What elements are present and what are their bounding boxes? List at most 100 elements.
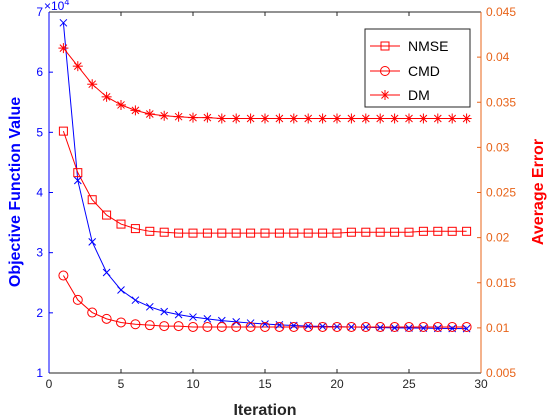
dm-point [332, 113, 342, 124]
cmd-point [274, 321, 285, 332]
nmse-point [433, 226, 443, 236]
nmse-point [87, 195, 97, 205]
dm-point [58, 43, 69, 54]
dm-point [317, 113, 328, 124]
cmd-point [461, 321, 472, 332]
cmd-point [346, 321, 357, 332]
nmse-point [188, 228, 198, 238]
right-y-tick-label: 0.03 [486, 140, 510, 154]
nmse-point [58, 126, 68, 136]
right-y-tick-label: 0.04 [486, 50, 510, 64]
cmd-point [116, 317, 126, 328]
right-y-tick-label: 0.035 [486, 95, 516, 109]
cmd-point [72, 294, 83, 305]
cmd-point [216, 321, 227, 332]
dm-point [303, 113, 314, 124]
cmd-point [288, 321, 299, 332]
right-y-tick-label: 0.02 [486, 231, 510, 245]
nmse-point [447, 226, 457, 236]
nmse-point [418, 226, 428, 236]
dm-point [288, 113, 299, 124]
objective-point [145, 302, 154, 311]
nmse-point [202, 228, 212, 238]
legend-item-nmse: NMSE [370, 38, 448, 54]
objective-point [376, 323, 385, 332]
left-y-exponent: ×104 [44, 0, 69, 13]
left-y-axis-title: Objective Function Value [7, 97, 24, 287]
legend-marker-circle [380, 66, 390, 76]
objective-point [59, 18, 68, 27]
nmse-point [289, 228, 299, 238]
cmd-point [260, 321, 270, 332]
nmse-point [318, 228, 328, 238]
right-y-tick-label: 0.015 [486, 276, 516, 290]
objective-point [318, 322, 327, 331]
x-tick-label: 10 [186, 377, 200, 391]
legend-label-nmse: NMSE [408, 38, 448, 54]
objective-point [347, 323, 356, 331]
nmse-point [130, 224, 140, 234]
objective-point [261, 320, 269, 328]
nmse-point [174, 228, 184, 238]
cmd-point [303, 321, 314, 332]
right-y-tick-label: 0.025 [486, 186, 516, 200]
dm-point [274, 113, 285, 124]
left-y-tick-label: 5 [36, 125, 43, 139]
dm-point [447, 113, 458, 124]
dm-point [231, 113, 242, 124]
nmse-point [116, 219, 126, 229]
cmd-point [87, 307, 98, 318]
cmd-point [202, 321, 213, 332]
dm-point [346, 113, 357, 124]
cmd-point [188, 321, 198, 332]
legend: NMSE CMD DM [364, 28, 471, 108]
left-y-tick-label: 4 [36, 186, 43, 200]
cmd-point [231, 321, 242, 332]
legend-marker-asterisk [380, 90, 390, 100]
objective-point [390, 324, 399, 332]
nmse-point [73, 168, 83, 178]
left-y-tick-label: 1 [36, 366, 43, 380]
dm-point [144, 108, 155, 119]
x-tick-label: 20 [330, 377, 344, 391]
cmd-point [332, 321, 342, 332]
cmd-point [360, 321, 371, 332]
objective-point [88, 237, 97, 246]
dm-point [173, 111, 184, 122]
left-y-exponent-power: 4 [64, 0, 69, 7]
nmse-point [390, 227, 400, 237]
dm-point [72, 61, 83, 72]
right-y-tick-label: 0.045 [486, 5, 516, 19]
nmse-point [231, 228, 241, 238]
dm-point [461, 113, 472, 124]
objective-point [304, 322, 313, 330]
dm-point [418, 113, 429, 124]
cmd-point [245, 321, 256, 332]
right-y-axis-ticks: 0.005 0.01 0.015 0.02 0.025 0.03 0.035 0.04 0.04… [477, 5, 516, 380]
cmd-point [130, 319, 141, 330]
cmd-point [418, 321, 429, 332]
legend-item-cmd: CMD [370, 63, 440, 79]
dm-point [375, 113, 386, 124]
legend-item-dm: DM [370, 87, 430, 103]
dm-point [188, 112, 198, 123]
x-tick-label: 30 [474, 377, 488, 391]
cmd-point [375, 321, 386, 332]
x-tick-label: 5 [118, 377, 125, 391]
nmse-point [159, 227, 169, 237]
objective-point [361, 323, 370, 332]
dm-point [101, 91, 112, 102]
nmse-point [102, 210, 112, 220]
objective-point [174, 310, 183, 319]
nmse-point [375, 227, 385, 237]
dm-point [116, 99, 126, 110]
objective-point [333, 322, 341, 331]
nmse-point [217, 228, 227, 238]
dm-point [87, 79, 98, 90]
objective-point [405, 324, 413, 332]
nmse-point [260, 228, 270, 238]
dm-point [202, 112, 213, 123]
dm-point [404, 113, 414, 124]
objective-point [275, 321, 284, 329]
